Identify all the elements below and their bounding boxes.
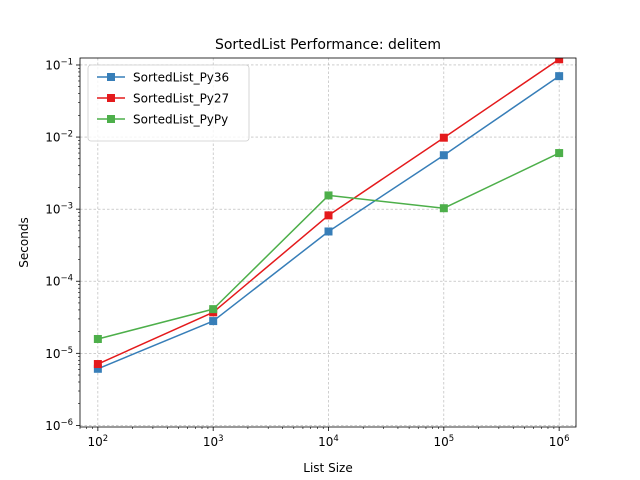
y-tick-label: 10−3 <box>45 202 73 217</box>
data-point-sortedlist-py36 <box>555 72 564 81</box>
y-tick-label: 10−2 <box>45 130 73 145</box>
legend-marker-sortedlist-py27 <box>107 94 115 102</box>
x-tick-label: 104 <box>318 434 339 449</box>
x-tick-label: 106 <box>549 434 570 449</box>
y-axis-label: Seconds <box>17 217 31 267</box>
data-point-sortedlist-py36 <box>439 151 448 160</box>
legend-label-sortedlist-pypy: SortedList_PyPy <box>133 113 228 127</box>
legend-marker-sortedlist-py36 <box>107 73 115 81</box>
data-point-sortedlist-py27 <box>324 211 333 220</box>
legend-marker-sortedlist-pypy <box>107 115 115 123</box>
legend-label-sortedlist-py27: SortedList_Py27 <box>133 92 229 106</box>
data-point-sortedlist-py36 <box>93 364 102 373</box>
plot-frame <box>79 57 577 428</box>
x-axis-label: List Size <box>303 461 352 475</box>
y-tick-label: 10−4 <box>45 274 73 289</box>
x-tick-label: 102 <box>88 434 109 449</box>
data-point-sortedlist-pypy <box>93 334 102 343</box>
x-axis: 102 103 104 105 106 <box>79 427 570 449</box>
series-layer <box>93 58 564 373</box>
y-tick-label: 10−1 <box>45 57 73 72</box>
legend-label-sortedlist-py36: SortedList_Py36 <box>133 71 229 85</box>
series-group <box>93 58 564 373</box>
x-tick-label: 105 <box>433 434 454 449</box>
y-tick-label: 10−5 <box>45 346 73 361</box>
legend-box <box>87 64 250 142</box>
data-point-sortedlist-pypy <box>555 149 564 158</box>
data-point-sortedlist-py27 <box>555 58 564 64</box>
y-axis: 10−6 10−5 10−4 10−3 10−2 10−1 <box>45 57 80 433</box>
data-point-sortedlist-pypy <box>324 191 333 200</box>
legend: SortedList_Py36 SortedList_Py27 SortedList… <box>87 64 250 142</box>
chart-title: SortedList Performance: delitem <box>215 37 441 53</box>
data-point-sortedlist-py36 <box>324 227 333 236</box>
data-point-sortedlist-pypy <box>439 204 448 213</box>
data-point-sortedlist-py36 <box>209 317 218 326</box>
data-point-sortedlist-py27 <box>439 133 448 142</box>
data-point-sortedlist-py27 <box>93 360 102 369</box>
data-point-sortedlist-pypy <box>209 305 218 314</box>
x-tick-label: 103 <box>203 434 224 449</box>
y-tick-label: 10−6 <box>45 418 73 433</box>
